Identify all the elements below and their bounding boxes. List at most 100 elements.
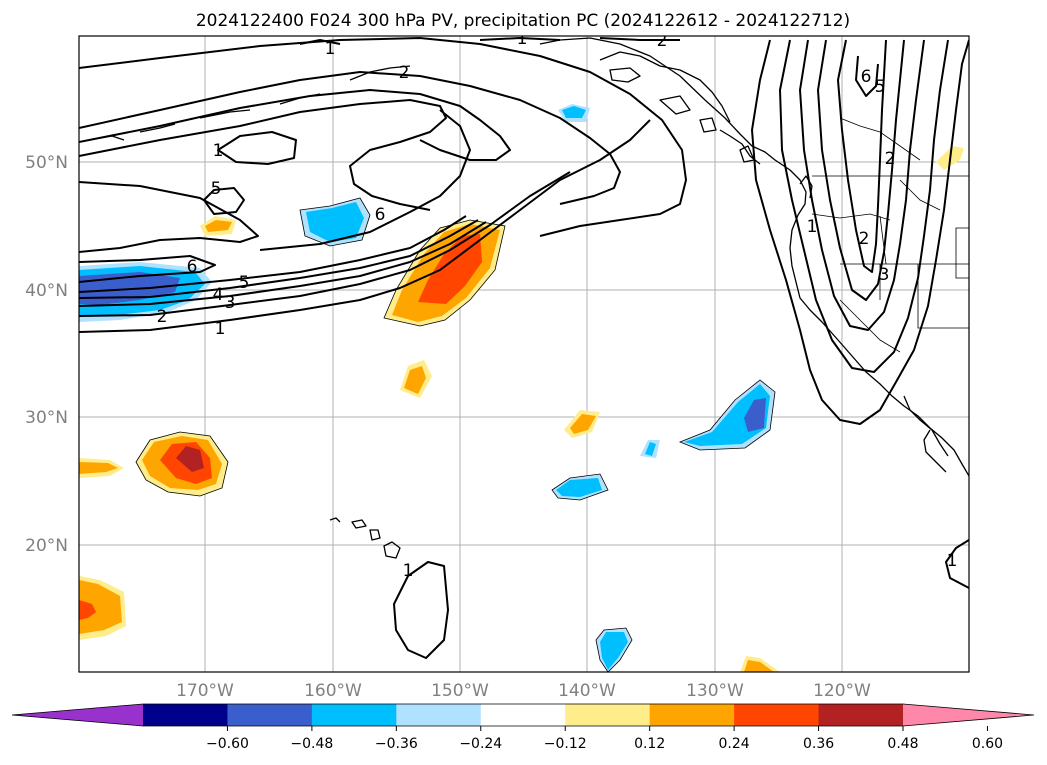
contour-label: 6 [375,205,386,225]
contour-label: 3 [225,293,236,313]
contour-label: 1 [517,29,528,49]
pv-contour-3 [79,221,487,307]
lat-label: 50°N [25,153,68,173]
colorbar-tick-label: −0.60 [206,736,249,752]
contour-label: 1 [325,39,336,59]
pv-contour-south-loop [393,561,449,659]
contour-label: 6 [861,67,872,87]
pv-contours [79,37,969,659]
neg-region-138w-south-mid [600,632,628,670]
figure-title: 2024122400 F024 300 hPa PV, precipitatio… [196,11,850,31]
colorbar-tick-label: 0.48 [887,736,918,752]
contour-label: 3 [879,265,890,285]
colorbar-extension-high [903,704,1034,726]
lon-label: 130°W [686,681,744,701]
pv-contour-5-loop [203,187,245,215]
colorbar-segment [227,704,313,726]
pv-contour-6-north [259,109,471,251]
colorbar-segment [565,704,651,726]
neg-region-128w-dark [744,398,766,432]
contour-label: 2 [859,229,870,249]
pv-trough-3 [799,39,925,331]
lon-label: 160°W [304,681,362,701]
colorbar-segment [818,704,904,726]
pv-trough-5 [837,39,887,273]
contour-label: 5 [211,179,222,199]
latitude-labels: 50°N 40°N 30°N 20°N [25,153,68,556]
neg-region-136w-mid [645,442,656,456]
contour-label: 1 [403,561,414,581]
political-borders [811,117,969,353]
contour-label: 2 [885,149,896,169]
lon-label: 140°W [558,681,616,701]
pos-region-168w-mid [205,220,232,232]
pv-contour-6-jet [79,255,216,283]
pos-region-170w-dark [176,446,204,472]
contour-label: 2 [157,307,168,327]
lon-label: 120°W [813,681,871,701]
colorbar-segment [480,704,566,726]
colorbar-tick-label: −0.12 [544,736,587,752]
contour-label: 5 [239,273,250,293]
pv-trough-6 [855,55,879,97]
pos-region-180w-edge-mid [79,462,118,474]
pv-contour-4 [79,219,479,299]
pv-trough-outer [751,39,969,425]
pv-contour-north-d [79,99,447,211]
colorbar-segment [649,704,735,726]
pv-contour-2 [79,171,571,317]
pv-contour-north-b [79,71,621,205]
lon-label: 170°W [176,681,234,701]
lat-label: 30°N [25,408,68,428]
colorbar-tick-label: −0.48 [290,736,333,752]
colorbar-tick-label: 0.60 [972,736,1003,752]
colorbar-tick-label: 0.24 [719,736,750,752]
contour-label: 1 [213,141,224,161]
map-area: 1 1 2 1 2 5 6 2 4 3 1 5 6 6 5 2 2 1 3 1 … [79,29,969,672]
colorbar-segment [311,704,397,726]
contour-label: 4 [213,285,224,305]
pv-contour-small-loop [217,131,297,165]
lat-label: 40°N [25,281,68,301]
colorbar: −0.60 −0.48 −0.36 −0.24 −0.12 0.12 0.24 0.36 0.4… [11,703,1035,752]
pv-contour-5 [79,215,467,293]
contour-label: 1 [807,217,818,237]
colorbar-segment [143,704,228,726]
pv-contour-1-south [79,119,651,333]
neg-region-140w-south-mid [556,478,602,497]
contour-label: 6 [187,257,198,277]
colorbar-outline [11,703,1035,727]
colorbar-tick-label: −0.36 [375,736,418,752]
pos-region-127w-south-mid [744,660,774,672]
pv-contour-top-1 [299,39,341,45]
colorbar-segment [734,704,820,726]
pv-trough-2 [779,39,949,373]
contour-label: 2 [657,31,668,51]
contour-label: 1 [215,319,226,339]
colorbar-tick-label: −0.24 [459,736,502,752]
colorbar-tick-label: 0.12 [634,736,665,752]
precip-outlines [135,197,776,672]
pos-region-180w-south-mid [79,580,122,634]
pv-trough-4 [817,39,905,301]
lon-label: 150°W [431,681,489,701]
pv-contour-north-c [79,89,511,161]
longitude-labels: 170°W 160°W 150°W 140°W 130°W 120°W [176,681,871,701]
pv-contour-labels: 1 1 2 1 2 5 6 2 4 3 1 5 6 6 5 2 2 1 3 1 … [157,29,958,581]
pos-region-180w-south-strong [79,600,96,620]
contour-label: 1 [947,551,958,571]
colorbar-tick-label: 0.36 [803,736,834,752]
pv-contour-se-edge [945,539,969,589]
pos-region-140w-mid [570,414,596,434]
pv-contour-top-2 [479,37,561,41]
neg-region-141w-mid [562,106,586,118]
map-frame [78,35,970,673]
precip-positive-regions [79,146,964,672]
pos-region-154w-mid [404,366,426,394]
pv-contour-north-e [79,181,259,253]
contour-label: 2 [399,63,410,83]
colorbar-extension-low [12,704,143,726]
contour-label: 5 [875,77,886,97]
colorbar-segment [396,704,482,726]
